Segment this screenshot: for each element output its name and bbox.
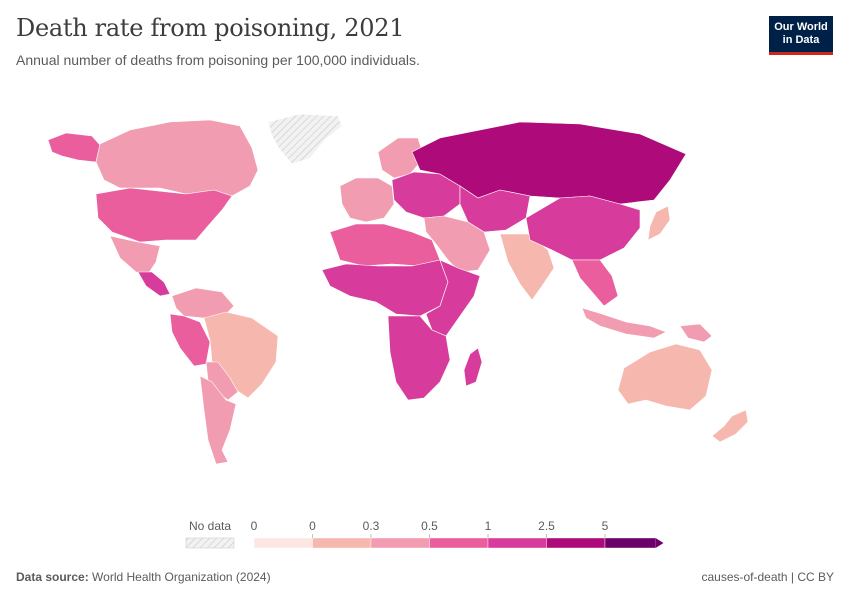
region-alaska[interactable] — [47, 132, 101, 163]
legend-bin-6[interactable] — [604, 537, 656, 549]
legend-tick-label: 0 — [309, 519, 316, 533]
logo-line-1: Our World — [774, 21, 828, 33]
region-china-mongolia[interactable] — [525, 195, 641, 261]
region-indonesia[interactable] — [581, 307, 667, 339]
legend-no-data-swatch — [185, 537, 235, 549]
chart-subtitle: Annual number of deaths from poisoning p… — [16, 52, 420, 68]
legend-bin-1[interactable] — [312, 537, 372, 549]
region-australia[interactable] — [617, 343, 713, 411]
owid-logo[interactable]: Our World in Data — [769, 16, 833, 55]
color-legend: No data 0 0 0.3 0.5 1 2.5 5 — [185, 519, 664, 549]
region-eastern-europe[interactable] — [391, 171, 461, 219]
region-scandinavia[interactable] — [377, 137, 425, 179]
region-north-africa[interactable] — [329, 223, 441, 267]
region-southern-africa[interactable] — [387, 315, 451, 401]
legend-bin-0[interactable] — [253, 537, 313, 549]
legend-bin-4[interactable] — [487, 537, 547, 549]
region-sahel-central-africa[interactable] — [321, 259, 449, 317]
region-canada[interactable] — [95, 119, 259, 197]
region-japan[interactable] — [647, 205, 671, 241]
chart-title: Death rate from poisoning, 2021 — [16, 14, 405, 42]
legend-tick-label: 0.3 — [363, 519, 380, 533]
region-central-america[interactable] — [137, 271, 171, 297]
legend-bin-3[interactable] — [429, 537, 489, 549]
legend-bin-5[interactable] — [546, 537, 606, 549]
footer-license[interactable]: causes-of-death | CC BY — [701, 570, 834, 584]
region-usa[interactable] — [95, 187, 233, 243]
legend-tick-label: 0 — [251, 519, 258, 533]
data-source-label: Data source: — [16, 570, 89, 584]
legend-no-data-label: No data — [189, 519, 231, 533]
region-madagascar[interactable] — [463, 347, 483, 387]
legend-bin-2[interactable] — [370, 537, 430, 549]
data-source-text: World Health Organization (2024) — [92, 570, 271, 584]
region-new-zealand[interactable] — [711, 409, 749, 443]
legend-tick-label: 5 — [602, 519, 609, 533]
legend-tick-label: 0.5 — [421, 519, 438, 533]
logo-line-2: in Data — [782, 34, 820, 46]
legend-tick-label: 2.5 — [538, 519, 555, 533]
region-papua-new-guinea[interactable] — [679, 323, 713, 343]
region-argentina-chile[interactable] — [199, 375, 237, 465]
legend-arrow-tip — [655, 538, 664, 548]
data-source: Data source: World Health Organization (… — [16, 570, 271, 584]
region-central-asia[interactable] — [459, 185, 531, 233]
region-middle-east[interactable] — [423, 215, 491, 273]
region-southeast-asia[interactable] — [571, 259, 619, 307]
region-brazil[interactable] — [203, 311, 279, 399]
region-mexico[interactable] — [109, 235, 161, 275]
region-greenland[interactable] — [267, 113, 343, 165]
world-map — [47, 113, 749, 465]
legend-tick-label: 1 — [485, 519, 492, 533]
region-western-europe[interactable] — [339, 177, 395, 223]
region-ecuador-peru[interactable] — [169, 313, 211, 367]
